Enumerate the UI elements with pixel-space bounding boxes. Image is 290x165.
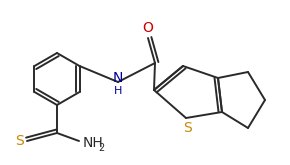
Text: S: S: [14, 134, 23, 148]
Text: 2: 2: [98, 143, 104, 153]
Text: NH: NH: [83, 136, 104, 150]
Text: N: N: [113, 71, 123, 85]
Text: O: O: [143, 21, 153, 35]
Text: H: H: [114, 86, 122, 96]
Text: S: S: [184, 121, 192, 135]
